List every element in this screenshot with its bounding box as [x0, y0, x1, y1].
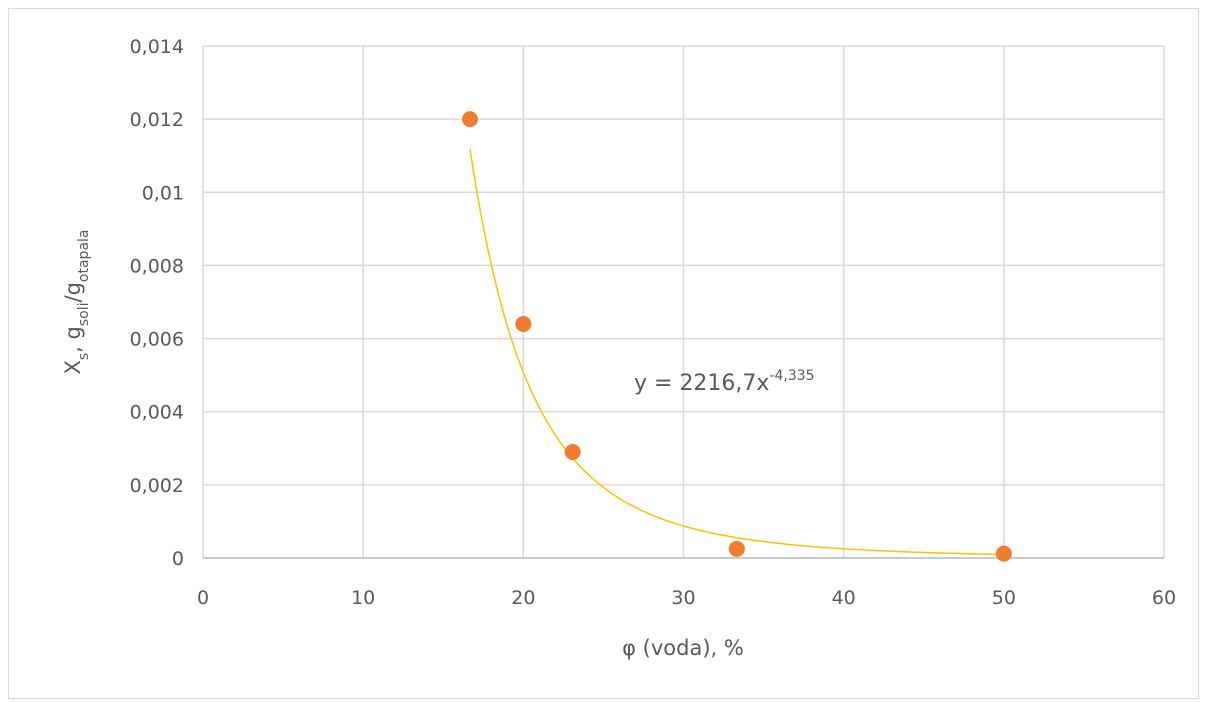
x-tick-label: 60	[1152, 587, 1176, 609]
y-axis-title-subscript: otapala	[76, 230, 92, 283]
y-axis-title-subscript: soli	[76, 302, 92, 326]
x-axis-title: φ (voda), %	[622, 636, 744, 660]
y-tick-label: 0	[172, 548, 184, 570]
x-tick-label: 10	[351, 587, 375, 609]
y-tick-label: 0,006	[130, 329, 184, 351]
y-axis-title-part: , g	[61, 326, 85, 353]
y-tick-label: 0,002	[130, 475, 184, 497]
y-tick-label: 0,004	[130, 402, 184, 424]
x-tick-label: 20	[511, 587, 535, 609]
equation-base: y = 2216,7x	[634, 371, 769, 396]
trendline	[469, 148, 1004, 556]
point	[564, 443, 581, 460]
x-tick-label: 50	[992, 587, 1016, 609]
point	[995, 545, 1012, 562]
plot	[461, 111, 1012, 562]
y-tick-label: 0,012	[130, 109, 184, 131]
chart-frame	[8, 8, 1199, 699]
point	[461, 111, 478, 128]
point	[515, 315, 532, 332]
x-tick-label: 30	[671, 587, 695, 609]
y-axis-title: Xs, gsoli/gotapala	[61, 230, 92, 375]
grid	[202, 45, 1165, 559]
y-tick-label: 0,008	[130, 255, 184, 277]
x-tick-label: 0	[197, 587, 209, 609]
y-tick-label: 0,014	[130, 36, 184, 58]
point	[728, 540, 745, 557]
y-axis-title-part: /g	[61, 282, 85, 302]
equation-exponent: -4,335	[769, 368, 814, 384]
y-axis-title-part: X	[61, 360, 85, 374]
trendline-equation: y = 2216,7x-4,335	[634, 368, 815, 396]
y-axis-title-subscript: s	[76, 353, 92, 360]
x-tick-label: 40	[832, 587, 856, 609]
y-tick-label: 0,01	[142, 182, 184, 204]
